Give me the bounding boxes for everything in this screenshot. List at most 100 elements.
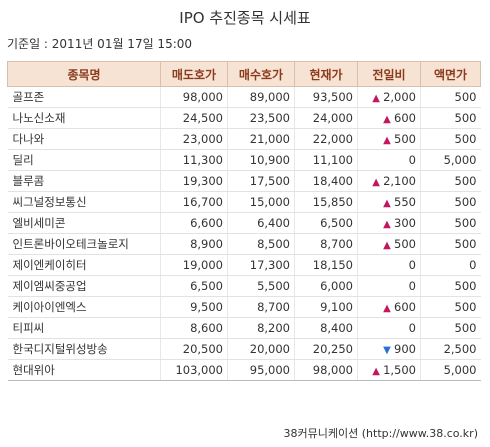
stock-name-cell: 씨그널정보통신 <box>7 191 161 213</box>
par-value-cell: 500 <box>420 128 481 150</box>
table-row: 딜리 11,300 10,900 11,100 0 5,000 <box>7 149 481 171</box>
table-row: 인트론바이오테크놀로지 8,900 8,500 8,700 ▲ 500 500 <box>7 233 481 255</box>
header-stock-name: 종목명 <box>7 61 161 87</box>
par-value-cell: 500 <box>420 296 481 318</box>
change-cell: ▲ 300 <box>357 212 421 234</box>
change-cell: ▲ 500 <box>357 233 421 255</box>
ask-price-cell: 6,600 <box>160 212 228 234</box>
par-value-cell: 500 <box>420 86 481 108</box>
current-price-cell: 20,250 <box>294 338 358 360</box>
ask-price-cell: 16,700 <box>160 191 228 213</box>
current-price-cell: 6,000 <box>294 275 358 297</box>
bid-price-cell: 23,500 <box>227 107 295 129</box>
change-cell: 0 <box>357 254 421 276</box>
change-value: 0 <box>408 258 416 272</box>
bid-price-cell: 5,500 <box>227 275 295 297</box>
par-value-cell: 500 <box>420 233 481 255</box>
triangle-up-icon: ▲ <box>383 198 395 209</box>
change-value: 300 <box>394 216 416 230</box>
stock-name-cell: 다나와 <box>7 128 161 150</box>
change-cell: 0 <box>357 275 421 297</box>
change-value: 2,000 <box>383 90 416 104</box>
change-cell: ▲ 600 <box>357 107 421 129</box>
change-value: 600 <box>394 300 416 314</box>
stock-name-cell: 나노신소재 <box>7 107 161 129</box>
par-value-cell: 500 <box>420 170 481 192</box>
par-value-cell: 500 <box>420 275 481 297</box>
change-cell: ▼ 900 <box>357 338 421 360</box>
current-price-cell: 98,000 <box>294 359 358 381</box>
bid-price-cell: 10,900 <box>227 149 295 171</box>
par-value-cell: 500 <box>420 107 481 129</box>
triangle-up-icon: ▲ <box>372 177 384 188</box>
par-value-cell: 5,000 <box>420 359 481 381</box>
current-price-cell: 8,400 <box>294 317 358 339</box>
header-bid-price: 매수호가 <box>227 61 295 87</box>
triangle-up-icon: ▲ <box>383 114 395 125</box>
table-row: 씨그널정보통신 16,700 15,000 15,850 ▲ 550 500 <box>7 191 481 213</box>
bid-price-cell: 15,000 <box>227 191 295 213</box>
stock-name-cell: 티피씨 <box>7 317 161 339</box>
change-cell: ▲ 2,100 <box>357 170 421 192</box>
table-header-row: 종목명 매도호가 매수호가 현재가 전일비 액면가 <box>7 61 481 87</box>
change-value: 0 <box>408 279 416 293</box>
table-row: 현대위아 103,000 95,000 98,000 ▲ 1,500 5,000 <box>7 359 481 381</box>
bid-price-cell: 8,700 <box>227 296 295 318</box>
triangle-up-icon: ▲ <box>383 219 395 230</box>
ask-price-cell: 98,000 <box>160 86 228 108</box>
stock-name-cell: 케이아이엔엑스 <box>7 296 161 318</box>
triangle-up-icon: ▲ <box>383 303 395 314</box>
current-price-cell: 93,500 <box>294 86 358 108</box>
stock-name-cell: 한국디지털위성방송 <box>7 338 161 360</box>
ask-price-cell: 20,500 <box>160 338 228 360</box>
change-value: 600 <box>394 111 416 125</box>
bid-price-cell: 89,000 <box>227 86 295 108</box>
stock-name-cell: 현대위아 <box>7 359 161 381</box>
header-current-price: 현재가 <box>294 61 358 87</box>
change-cell: ▲ 2,000 <box>357 86 421 108</box>
bid-price-cell: 17,500 <box>227 170 295 192</box>
change-value: 2,100 <box>383 174 416 188</box>
triangle-up-icon: ▲ <box>372 93 384 104</box>
bid-price-cell: 8,200 <box>227 317 295 339</box>
bid-price-cell: 21,000 <box>227 128 295 150</box>
table-row: 티피씨 8,600 8,200 8,400 0 500 <box>7 317 481 339</box>
current-price-cell: 24,000 <box>294 107 358 129</box>
par-value-cell: 0 <box>420 254 481 276</box>
bid-price-cell: 6,400 <box>227 212 295 234</box>
current-price-cell: 11,100 <box>294 149 358 171</box>
table-row: 제이엔케이히터 19,000 17,300 18,150 0 0 <box>7 254 481 276</box>
bid-price-cell: 95,000 <box>227 359 295 381</box>
change-value: 900 <box>394 342 416 356</box>
change-cell: 0 <box>357 317 421 339</box>
ask-price-cell: 8,600 <box>160 317 228 339</box>
ask-price-cell: 24,500 <box>160 107 228 129</box>
table-row: 나노신소재 24,500 23,500 24,000 ▲ 600 500 <box>7 107 481 129</box>
table-row: 다나와 23,000 21,000 22,000 ▲ 500 500 <box>7 128 481 150</box>
header-ask-price: 매도호가 <box>160 61 228 87</box>
current-price-cell: 18,400 <box>294 170 358 192</box>
page-title: IPO 추진종목 시세표 <box>179 9 311 27</box>
stock-name-cell: 제이엠씨중공업 <box>7 275 161 297</box>
change-value: 1,500 <box>383 363 416 377</box>
change-cell: ▲ 600 <box>357 296 421 318</box>
triangle-up-icon: ▲ <box>383 240 395 251</box>
stock-name-cell: 엘비세미콘 <box>7 212 161 234</box>
stock-name-cell: 블루콤 <box>7 170 161 192</box>
source-footer: 38커뮤니케이션 (http://www.38.co.kr) <box>283 427 478 440</box>
current-price-cell: 6,500 <box>294 212 358 234</box>
current-price-cell: 9,100 <box>294 296 358 318</box>
change-value: 0 <box>408 153 416 167</box>
triangle-down-icon: ▼ <box>383 345 395 356</box>
header-par-value: 액면가 <box>420 61 481 87</box>
change-cell: ▲ 550 <box>357 191 421 213</box>
table-row: 골프존 98,000 89,000 93,500 ▲ 2,000 500 <box>7 86 481 108</box>
par-value-cell: 500 <box>420 191 481 213</box>
change-value: 550 <box>394 195 416 209</box>
change-cell: 0 <box>357 149 421 171</box>
change-value: 500 <box>394 132 416 146</box>
bid-price-cell: 8,500 <box>227 233 295 255</box>
ask-price-cell: 19,300 <box>160 170 228 192</box>
table-row: 제이엠씨중공업 6,500 5,500 6,000 0 500 <box>7 275 481 297</box>
stock-name-cell: 제이엔케이히터 <box>7 254 161 276</box>
